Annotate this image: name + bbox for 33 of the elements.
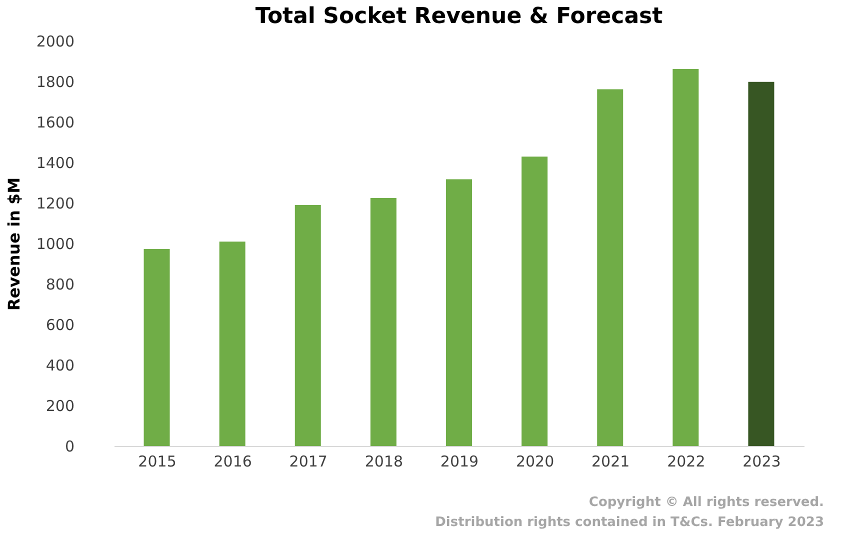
- y-tick-label: 400: [46, 356, 74, 374]
- x-tick-label: 2023: [742, 452, 781, 470]
- y-tick-label: 1200: [36, 194, 74, 212]
- y-tick-label: 2000: [36, 32, 74, 50]
- bar: [294, 205, 321, 446]
- x-tick-label: 2021: [592, 452, 630, 470]
- y-tick-label: 600: [46, 316, 74, 334]
- bar: [144, 248, 170, 446]
- bar: [597, 89, 624, 446]
- x-tick-label: 2018: [364, 452, 404, 470]
- x-tick-label: 2016: [214, 452, 252, 470]
- x-tick-label: 2022: [667, 452, 706, 470]
- x-tick-label: 2015: [138, 452, 176, 470]
- bar: [522, 156, 548, 446]
- y-tick-label: 1600: [36, 114, 74, 132]
- y-tick-label: 200: [46, 397, 74, 415]
- x-tick-label: 2020: [516, 452, 554, 470]
- bar: [672, 68, 699, 446]
- y-tick-label: 1000: [36, 235, 74, 253]
- x-tick-label: 2019: [440, 452, 479, 470]
- bar: [370, 198, 396, 446]
- bar: [446, 179, 472, 446]
- chart-title: Total Socket Revenue & Forecast: [255, 4, 664, 29]
- y-tick-label: 1400: [36, 154, 74, 172]
- bar: [219, 242, 246, 446]
- y-axis-title: Revenue in $M: [4, 177, 24, 311]
- text: Copyright © All rights reserved.: [588, 495, 824, 510]
- y-tick-label: 1800: [36, 73, 74, 91]
- y-tick-label: 0: [64, 438, 74, 456]
- y-tick-label: 800: [46, 276, 74, 294]
- x-tick-label: 2017: [289, 452, 328, 470]
- bar: [748, 82, 774, 446]
- text: Distribution rights contained in T&Cs. February 2023: [435, 515, 824, 530]
